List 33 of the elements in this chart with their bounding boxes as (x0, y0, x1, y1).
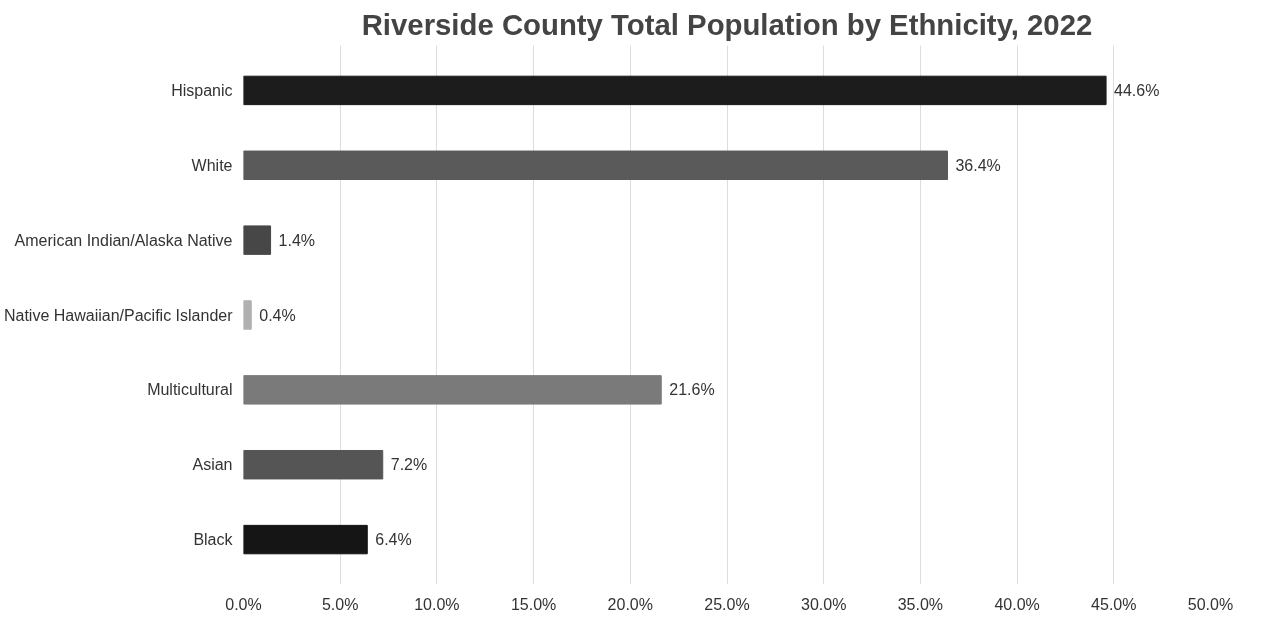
x-tick-label: 10.0% (414, 595, 460, 613)
x-tick-label: 5.0% (321, 595, 359, 613)
data-label: 7.2% (390, 456, 428, 474)
x-tick-label: 25.0% (704, 595, 750, 613)
bar (243, 150, 948, 180)
y-tick-label: Asian (192, 456, 233, 474)
bar (243, 75, 1107, 106)
x-tick-label: 0.0% (225, 595, 262, 613)
data-label: 1.4% (278, 231, 316, 249)
x-tick-label: 40.0% (994, 595, 1040, 613)
data-label: 21.6% (669, 381, 715, 399)
bar (243, 225, 272, 255)
data-label: 36.4% (955, 156, 1001, 174)
y-tick-label: Native Hawaiian/Pacific Islander (3, 306, 234, 324)
x-tick-label: 30.0% (801, 595, 847, 613)
y-tick-label: Multicultural (147, 381, 233, 399)
data-label: 6.4% (375, 531, 412, 549)
y-tick-label: Black (193, 531, 234, 549)
chart-title: Riverside County Total Population by Ethnicity, 2022 (361, 7, 1093, 41)
y-tick-label: White (191, 156, 233, 174)
x-tick-label: 50.0% (1187, 595, 1234, 613)
x-tick-label: 45.0% (1091, 595, 1137, 613)
bar (243, 375, 662, 405)
x-tick-label: 35.0% (897, 595, 944, 613)
bar (243, 450, 384, 480)
x-tick-label: 15.0% (510, 595, 557, 613)
data-label: 0.4% (259, 306, 296, 324)
x-tick-label: 20.0% (607, 595, 653, 613)
bar (243, 524, 368, 555)
y-tick-label: American Indian/Alaska Native (14, 231, 233, 249)
data-label: 44.6% (1114, 81, 1160, 99)
y-tick-label: Hispanic (171, 81, 233, 99)
bar (243, 300, 252, 330)
